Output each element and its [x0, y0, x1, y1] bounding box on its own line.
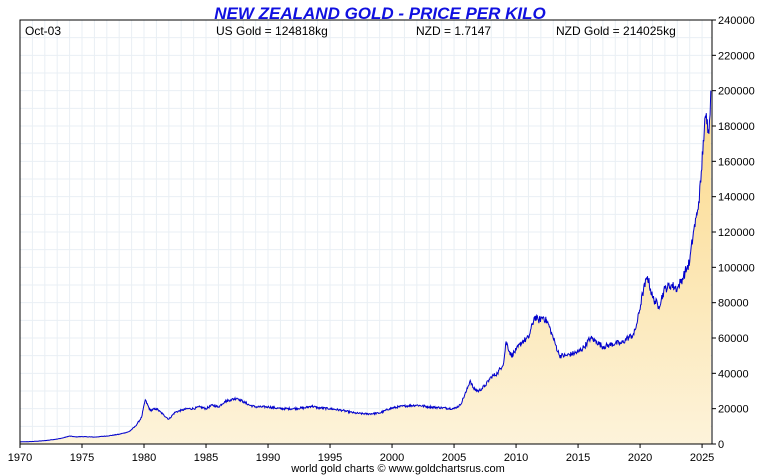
- info-date: Oct-03: [25, 24, 61, 38]
- x-tick-label: 1990: [256, 452, 280, 464]
- y-tick-label: 120000: [718, 227, 755, 239]
- series-area: [20, 90, 711, 444]
- y-tick-label: 240000: [718, 15, 755, 27]
- info-nzd-gold: NZD Gold = 214025kg: [556, 24, 676, 38]
- y-tick-label: 180000: [718, 121, 755, 133]
- footer-credit: world gold charts © www.goldchartsrus.co…: [290, 463, 505, 475]
- x-tick-label: 2005: [442, 452, 466, 464]
- y-tick-label: 100000: [718, 262, 755, 274]
- y-tick-label: 40000: [718, 368, 749, 380]
- x-tick-label: 1970: [8, 452, 32, 464]
- y-axis: 0 20000 40000 60000 80000 100000 120000 140000 1…: [712, 15, 755, 451]
- y-tick-label: 140000: [718, 192, 755, 204]
- plot-area: [19, 90, 712, 444]
- y-tick-label: 60000: [718, 333, 749, 345]
- chart-title: NEW ZEALAND GOLD - PRICE PER KILO: [214, 4, 546, 23]
- y-tick-label: 220000: [718, 50, 755, 62]
- x-tick-label: 1975: [70, 452, 94, 464]
- x-axis: 1970 1975 1980 1985 1990 1995 2000 2005 2010 2015…: [8, 444, 714, 464]
- x-tick-label: 2000: [380, 452, 404, 464]
- info-nzd-rate: NZD = 1.7147: [416, 24, 491, 38]
- y-tick-label: 0: [718, 439, 724, 451]
- info-us-gold: US Gold = 124818kg: [216, 24, 328, 38]
- grid: [19, 19, 712, 445]
- y-tick-label: 160000: [718, 156, 755, 168]
- x-tick-label: 2015: [566, 452, 590, 464]
- x-tick-label: 1985: [194, 452, 218, 464]
- series-line: [19, 90, 712, 443]
- x-tick-label: 1995: [318, 452, 342, 464]
- x-tick-label: 2010: [504, 452, 528, 464]
- x-tick-label: 1980: [132, 452, 156, 464]
- y-tick-label: 20000: [718, 404, 749, 416]
- y-tick-label: 200000: [718, 86, 755, 98]
- y-tick-label: 80000: [718, 298, 749, 310]
- x-tick-label: 2020: [628, 452, 652, 464]
- x-tick-label: 2025: [690, 452, 714, 464]
